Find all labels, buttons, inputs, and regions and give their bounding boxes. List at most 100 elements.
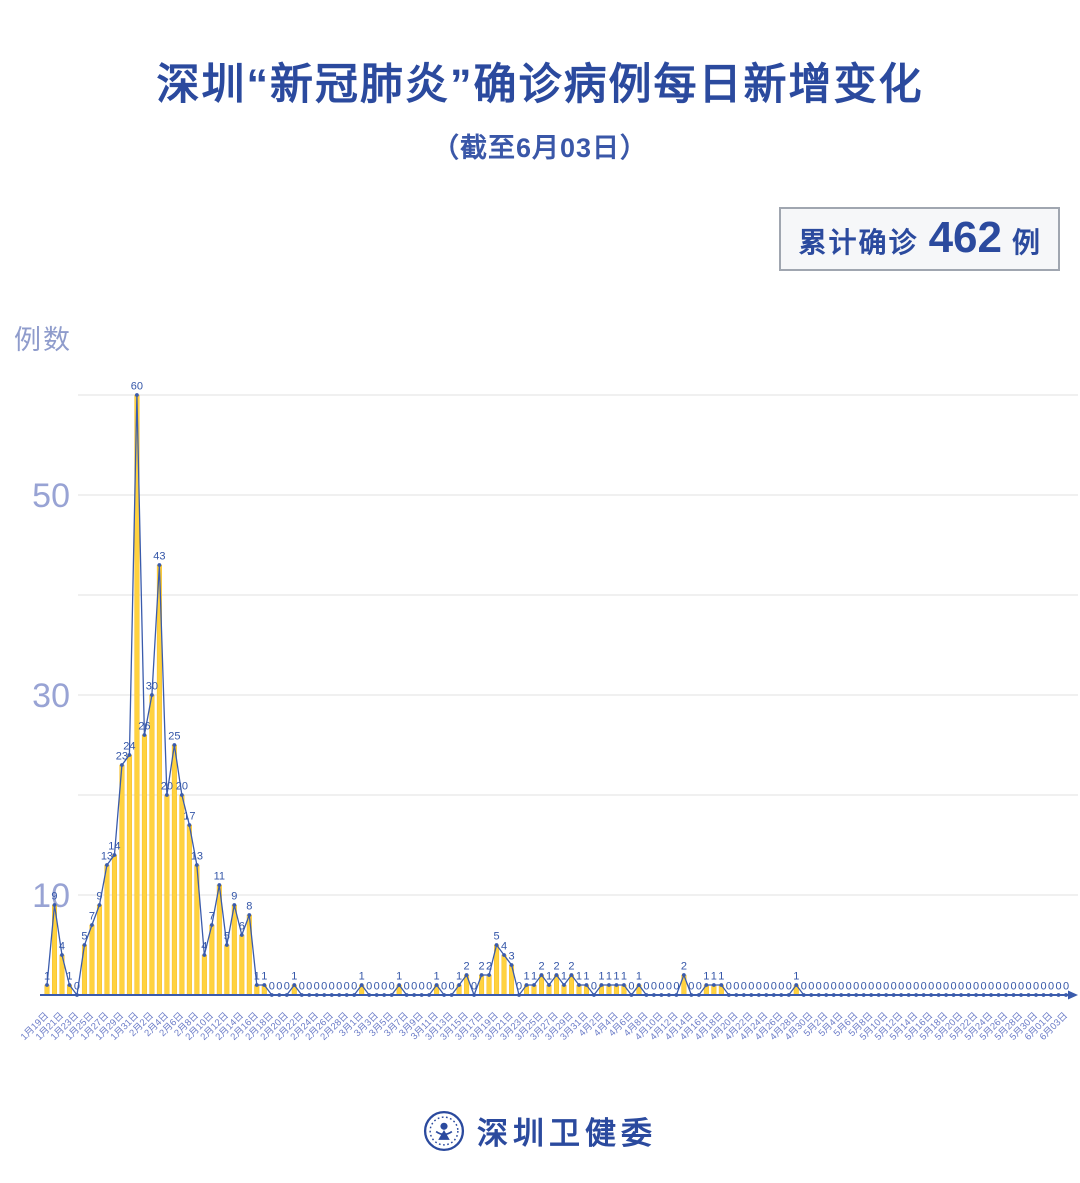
data-point-label: 2 bbox=[681, 961, 687, 973]
data-point-label: 8 bbox=[246, 901, 252, 913]
data-point-label: 0 bbox=[808, 981, 814, 993]
data-point-label: 20 bbox=[176, 781, 188, 793]
data-point-dot bbox=[629, 993, 634, 997]
bar bbox=[126, 754, 132, 996]
data-point-label: 26 bbox=[138, 721, 150, 733]
data-point-label: 1 bbox=[291, 971, 297, 983]
data-point-label: 0 bbox=[284, 981, 290, 993]
data-point-label: 0 bbox=[381, 981, 387, 993]
data-point-dot bbox=[97, 903, 102, 907]
data-point-label: 0 bbox=[748, 981, 754, 993]
data-point-dot bbox=[929, 993, 934, 997]
data-point-label: 0 bbox=[801, 981, 807, 993]
data-point-label: 2 bbox=[479, 961, 485, 973]
data-point-label: 0 bbox=[1033, 981, 1039, 993]
data-point-label: 1 bbox=[456, 971, 462, 983]
data-point-dot bbox=[884, 993, 889, 997]
data-point-label: 5 bbox=[81, 931, 87, 943]
data-point-label: 0 bbox=[733, 981, 739, 993]
data-point-dot bbox=[179, 793, 184, 797]
data-point-dot bbox=[90, 923, 94, 927]
data-point-label: 4 bbox=[501, 941, 507, 953]
data-point-label: 2 bbox=[568, 961, 574, 973]
data-point-dot bbox=[1026, 993, 1031, 997]
data-point-dot bbox=[921, 993, 926, 997]
data-point-label: 1 bbox=[523, 971, 529, 983]
data-point-label: 0 bbox=[351, 981, 357, 993]
data-point-dot bbox=[614, 983, 619, 987]
data-point-label: 0 bbox=[868, 981, 874, 993]
y-tick-label: 30 bbox=[32, 677, 70, 715]
data-point-dot bbox=[277, 993, 282, 997]
data-point-dot bbox=[254, 983, 259, 987]
data-point-dot bbox=[689, 993, 694, 997]
data-point-label: 3 bbox=[508, 951, 514, 963]
data-point-label: 13 bbox=[101, 851, 113, 863]
data-point-dot bbox=[202, 953, 207, 957]
data-point-label: 0 bbox=[688, 981, 694, 993]
data-point-label: 0 bbox=[756, 981, 762, 993]
y-axis-label: 例数 bbox=[14, 325, 72, 355]
data-point-label: 0 bbox=[921, 981, 927, 993]
data-point-dot bbox=[284, 993, 289, 997]
data-point-dot bbox=[584, 983, 589, 987]
data-point-dot bbox=[741, 993, 746, 997]
data-point-dot bbox=[816, 993, 821, 997]
data-point-dot bbox=[771, 993, 776, 997]
data-point-dot bbox=[734, 993, 739, 997]
data-point-dot bbox=[936, 993, 941, 997]
data-point-dot bbox=[479, 973, 484, 977]
data-point-label: 1 bbox=[44, 971, 50, 983]
data-point-label: 0 bbox=[269, 981, 275, 993]
data-point-label: 0 bbox=[643, 981, 649, 993]
data-point-dot bbox=[135, 393, 139, 397]
data-point-label: 4 bbox=[201, 941, 207, 953]
data-point-dot bbox=[756, 993, 761, 997]
bar bbox=[96, 904, 102, 996]
data-point-dot bbox=[674, 993, 679, 997]
data-point-label: 0 bbox=[374, 981, 380, 993]
data-point-dot bbox=[547, 983, 551, 987]
data-point-label: 0 bbox=[951, 981, 957, 993]
data-point-label: 5 bbox=[493, 931, 499, 943]
data-point-label: 0 bbox=[516, 981, 522, 993]
data-point-dot bbox=[861, 993, 866, 997]
data-point-dot bbox=[120, 763, 124, 767]
data-point-label: 0 bbox=[823, 981, 829, 993]
data-point-label: 0 bbox=[329, 981, 335, 993]
data-point-label: 0 bbox=[366, 981, 372, 993]
bar bbox=[89, 924, 95, 996]
data-point-dot bbox=[457, 983, 461, 987]
data-point-dot bbox=[652, 993, 656, 997]
data-point-dot bbox=[404, 993, 409, 997]
data-point-dot bbox=[554, 973, 559, 977]
data-point-dot bbox=[509, 963, 514, 967]
data-point-label: 2 bbox=[486, 961, 492, 973]
data-point-dot bbox=[996, 993, 1001, 997]
data-point-label: 0 bbox=[651, 981, 657, 993]
cumulative-total-badge: 累计确诊 462 例 bbox=[778, 207, 1060, 271]
data-point-dot bbox=[622, 983, 626, 987]
data-point-label: 9 bbox=[96, 891, 102, 903]
data-point-dot bbox=[666, 993, 671, 997]
data-point-label: 0 bbox=[1003, 981, 1009, 993]
data-point-label: 0 bbox=[1010, 981, 1016, 993]
data-point-label: 1 bbox=[254, 971, 260, 983]
data-point-dot bbox=[539, 973, 544, 977]
data-point-label: 1 bbox=[621, 971, 627, 983]
data-point-dot bbox=[82, 943, 87, 947]
data-point-label: 0 bbox=[471, 981, 477, 993]
data-point-label: 0 bbox=[958, 981, 964, 993]
data-point-label: 7 bbox=[89, 911, 95, 923]
data-point-dot bbox=[60, 953, 64, 957]
data-point-dot bbox=[487, 973, 491, 977]
y-tick-label: 10 bbox=[32, 877, 70, 915]
data-point-label: 0 bbox=[913, 981, 919, 993]
data-point-dot bbox=[389, 993, 394, 997]
data-point-dot bbox=[846, 993, 851, 997]
page-subtitle: （截至6月03日） bbox=[431, 133, 649, 163]
data-point-label: 1 bbox=[718, 971, 724, 983]
data-point-dot bbox=[696, 993, 701, 997]
data-point-dot bbox=[637, 983, 641, 987]
x-axis-arrow-icon bbox=[1068, 990, 1078, 1000]
